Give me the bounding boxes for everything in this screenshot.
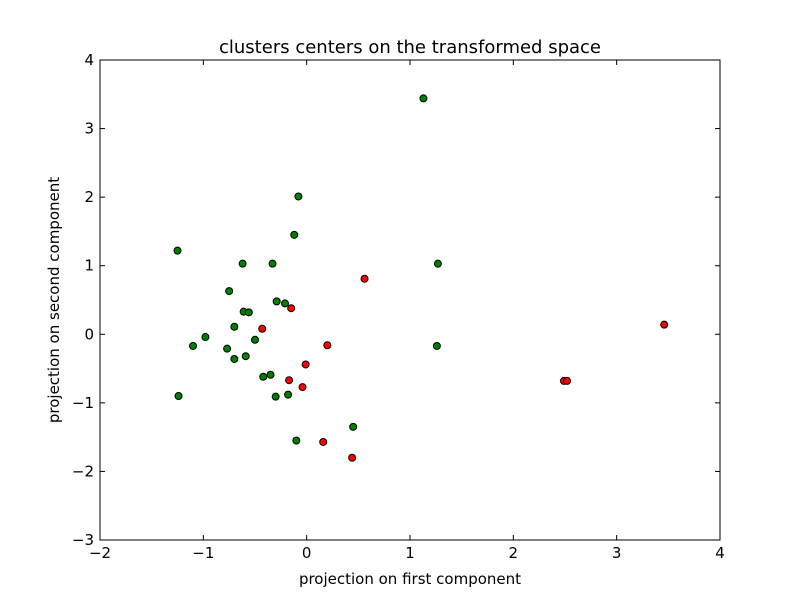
data-point [298, 383, 307, 392]
data-point [223, 344, 232, 353]
y-tick-label: 3 [84, 120, 94, 138]
x-tick-label: −2 [89, 544, 111, 562]
x-tick-label: 0 [302, 544, 312, 562]
data-point [432, 341, 441, 350]
y-tick-label: 1 [84, 257, 94, 275]
data-point [323, 341, 332, 350]
data-point [349, 422, 358, 431]
data-point [287, 304, 296, 313]
plot-frame [99, 59, 721, 541]
data-point [284, 390, 293, 399]
series-2 [258, 274, 669, 462]
data-point [201, 333, 210, 342]
data-point [244, 308, 253, 317]
x-axis-title: projection on first component [299, 570, 521, 588]
data-point [225, 287, 234, 296]
data-point [360, 274, 369, 283]
data-point [319, 437, 328, 446]
y-tick-label: −1 [72, 394, 94, 412]
y-tick-label: 4 [84, 51, 94, 69]
points-layer [173, 94, 669, 462]
y-axis-title: projection on second component [45, 177, 63, 423]
data-point [301, 360, 310, 369]
data-point [259, 372, 268, 381]
x-tick-label: 2 [509, 544, 519, 562]
data-point [230, 322, 239, 331]
data-point [268, 259, 277, 268]
data-point [433, 259, 442, 268]
data-point [294, 192, 303, 201]
data-point [280, 299, 289, 308]
data-point [173, 246, 182, 255]
x-tick-label: −1 [192, 544, 214, 562]
x-tick-label: 3 [612, 544, 622, 562]
data-point [251, 335, 259, 344]
data-point [271, 392, 280, 401]
data-point [419, 94, 428, 103]
data-point [266, 370, 275, 379]
data-point [285, 376, 294, 385]
data-point [348, 453, 357, 462]
data-point [292, 436, 301, 445]
data-point [660, 320, 669, 329]
chart-title: clusters centers on the transformed spac… [219, 37, 601, 58]
y-tick-label: 2 [84, 188, 94, 206]
x-tick-label: 1 [405, 544, 415, 562]
data-point [272, 297, 281, 306]
data-point [174, 392, 183, 400]
series-1 [173, 94, 442, 445]
plot-area [100, 60, 720, 540]
data-point [290, 230, 299, 239]
data-point [189, 341, 197, 350]
y-tick-label: −3 [72, 531, 94, 549]
data-point [230, 354, 239, 363]
y-tick-label: −2 [72, 462, 94, 480]
data-point [258, 324, 267, 333]
y-tick-label: 0 [84, 325, 94, 343]
data-point [238, 259, 247, 268]
data-point [563, 376, 572, 385]
data-point [241, 352, 250, 361]
x-tick-label: 4 [715, 544, 725, 562]
